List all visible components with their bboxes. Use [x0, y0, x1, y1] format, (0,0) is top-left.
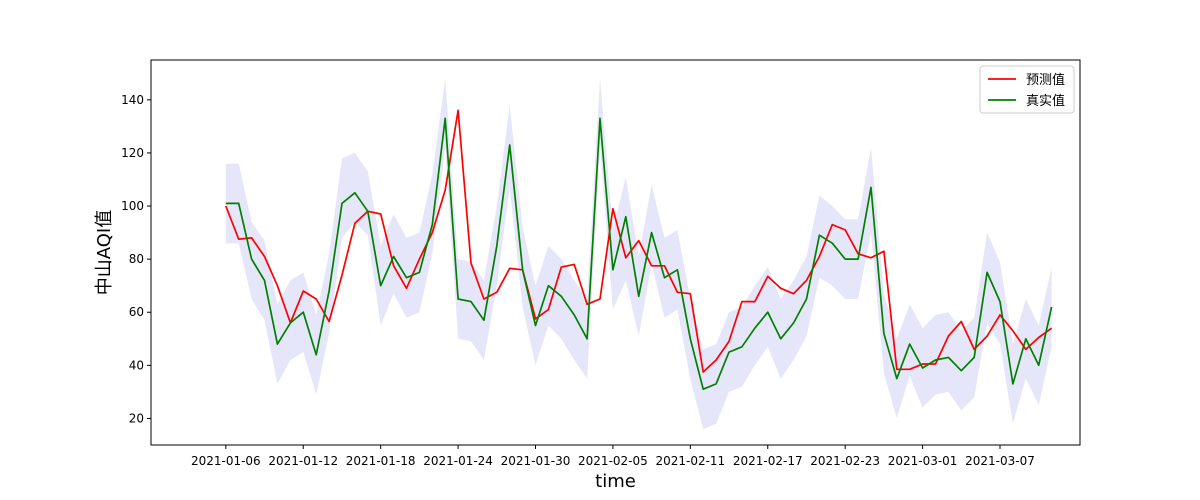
plot-area: [225, 78, 1053, 430]
y-tick-label: 60: [129, 305, 144, 319]
x-tick-label: 2021-03-07: [965, 454, 1035, 468]
legend-label-2: 真实值: [1026, 93, 1065, 109]
x-tick-label: 2021-01-30: [501, 454, 571, 468]
x-axis-title: time: [595, 471, 636, 492]
x-tick-label: 2021-01-18: [346, 454, 416, 468]
y-tick-label: 100: [121, 199, 144, 213]
y-tick-label: 80: [129, 252, 144, 266]
axes: 20 40 60 80 100 120 140 2021-01-06 2021-01-12 202…: [121, 59, 1081, 468]
series-line-2: [225, 117, 1053, 391]
x-tick-label: 2021-02-17: [733, 454, 803, 468]
x-tick-label: 2021-01-06: [191, 454, 261, 468]
y-tick-label: 140: [121, 93, 144, 107]
x-tick-label: 2021-02-05: [578, 454, 648, 468]
x-tick-label: 2021-02-11: [655, 454, 725, 468]
legend-box: [979, 65, 1075, 114]
y-axis-title: 中山AQI值: [94, 210, 115, 295]
axes-frame: [150, 59, 1081, 446]
y-tick-label: 20: [129, 411, 144, 425]
series-line-1: [225, 109, 1053, 373]
legend-label-1: 预测值: [1026, 72, 1065, 88]
y-tick-label: 120: [121, 146, 144, 160]
x-tick-label: 2021-01-24: [423, 454, 493, 468]
x-tick-label: 2021-02-23: [810, 454, 880, 468]
x-tick-label: 2021-01-12: [268, 454, 338, 468]
y-tick-label: 40: [129, 358, 144, 372]
x-tick-label: 2021-03-01: [888, 454, 958, 468]
